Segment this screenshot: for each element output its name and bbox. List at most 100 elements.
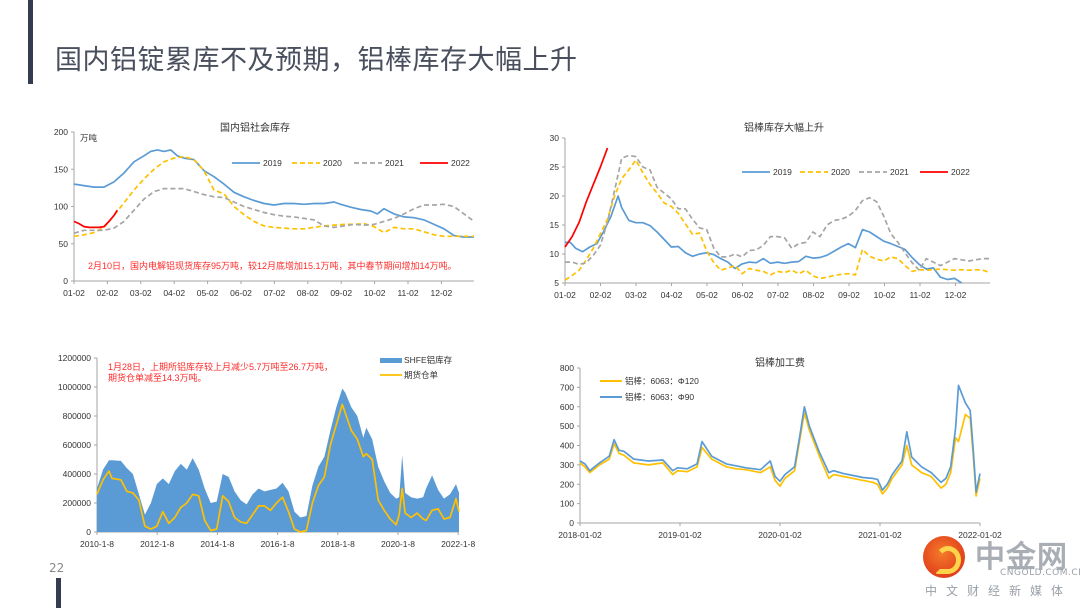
- series-line-0: [565, 195, 963, 284]
- x-tick-label: 2019-01-02: [658, 530, 702, 540]
- x-tick-label: 06-02: [732, 290, 754, 300]
- series-line-3: [73, 209, 119, 229]
- y-tick-label: 600: [560, 402, 574, 412]
- legend: 2019 2020 2021 2022: [742, 167, 970, 177]
- y-tick-label: 100: [560, 499, 574, 509]
- chart-annotation: 2月10日，国内电解铝现货库存95万吨，较12月底增加15.1万吨，其中春节期间…: [88, 260, 457, 271]
- y-tick-label: 150: [54, 164, 68, 174]
- page-number: 22: [49, 561, 65, 575]
- watermark-subtitle: 中文财经新媒体: [925, 584, 1073, 598]
- x-tick-label: 02-02: [590, 290, 612, 300]
- series-line-2: [73, 187, 475, 235]
- y-tick-label: 100: [54, 202, 68, 212]
- x-tick-label: 2018-1-8: [321, 539, 355, 549]
- legend-label: SHFE铝库存: [404, 355, 453, 365]
- y-tick-label: 25: [550, 162, 560, 172]
- x-tick-label: 2022-01-02: [958, 530, 1002, 540]
- legend: 2019 2020 2021 2022: [232, 158, 470, 168]
- x-tick-label: 07-02: [264, 288, 286, 298]
- x-tick-label: 2020-01-02: [758, 530, 802, 540]
- legend-label: 铝棒：6063：Φ90: [625, 392, 694, 402]
- y-tick-label: 200: [560, 479, 574, 489]
- watermark-url: CNGOLD.COM.CN: [1000, 568, 1080, 578]
- x-tick-label: 12-02: [431, 288, 453, 298]
- y-tick-label: 5: [554, 278, 559, 288]
- x-tick-label: 04-02: [163, 288, 185, 298]
- y-tick-label: 800: [560, 363, 574, 373]
- x-tick-label: 01-02: [554, 290, 576, 300]
- x-tick-label: 2018-01-02: [558, 530, 602, 540]
- series-line-2: [565, 154, 990, 272]
- y-tick-label: 50: [59, 239, 69, 249]
- y-tick-label: 700: [560, 382, 574, 392]
- x-tick-label: 10-02: [874, 290, 896, 300]
- y-tick-label: 0: [569, 518, 574, 528]
- y-tick-label: 20: [550, 191, 560, 201]
- x-tick-label: 2016-1-8: [261, 539, 295, 549]
- title-accent-bar: [28, 0, 33, 84]
- x-tick-label: 2022-1-8: [441, 539, 475, 549]
- x-tick-label: 08-02: [803, 290, 825, 300]
- cngold-logo-icon: [923, 536, 965, 578]
- y-tick-label: 0: [86, 527, 91, 537]
- x-tick-label: 04-02: [661, 290, 683, 300]
- series-area-0: [97, 388, 459, 532]
- y-tick-label: 15: [550, 220, 560, 230]
- y-tick-label: 0: [63, 276, 68, 286]
- y-tick-label: 400: [560, 441, 574, 451]
- series-line-0: [579, 411, 981, 497]
- y-tick-label: 400000: [63, 469, 92, 479]
- x-tick-label: 03-02: [625, 290, 647, 300]
- x-tick-label: 2012-1-8: [140, 539, 174, 549]
- legend-label: 期货仓单: [404, 370, 439, 380]
- chart-annotation: 1月28日，上期所铝库存较上月减少5.7万吨至26.7万吨，期货仓单减至14.3…: [108, 361, 333, 383]
- series-line-1: [73, 155, 474, 238]
- series-line-1: [579, 384, 981, 493]
- x-tick-label: 02-02: [97, 288, 119, 298]
- x-tick-label: 2021-01-02: [858, 530, 902, 540]
- y-tick-label: 200000: [63, 498, 92, 508]
- legend-label: 2022: [451, 158, 470, 168]
- y-axis-unit-label: 万吨: [80, 133, 98, 143]
- legend-label: 2020: [831, 167, 850, 177]
- x-tick-label: 11-02: [909, 290, 930, 300]
- x-tick-label: 01-02: [63, 288, 85, 298]
- y-tick-label: 1000000: [58, 382, 91, 392]
- x-tick-label: 2014-1-8: [200, 539, 234, 549]
- x-tick-label: 2010-1-8: [80, 539, 114, 549]
- y-tick-label: 300: [560, 460, 574, 470]
- slide-title: 国内铝锭累库不及预期，铝棒库存大幅上升: [55, 45, 578, 76]
- chart-title: 铝棒库存大幅上升: [744, 121, 824, 134]
- x-tick-label: 12-02: [945, 290, 967, 300]
- footer-accent-bar: [56, 578, 61, 608]
- legend-label: 2020: [323, 158, 342, 168]
- legend-label: 2022: [951, 167, 970, 177]
- y-tick-label: 800000: [63, 411, 92, 421]
- chart-title: 铝棒加工费: [755, 356, 805, 369]
- legend-label: 2021: [385, 158, 404, 168]
- legend-label: 2019: [773, 167, 792, 177]
- x-tick-label: 07-02: [767, 290, 789, 300]
- chart-aluminum-rod-inventory: 铝棒库存大幅上升 5 10 15 20 25 30 01-02 02-02 03-02 04-02 0…: [550, 121, 991, 300]
- x-tick-label: 05-02: [696, 290, 718, 300]
- y-tick-label: 30: [550, 133, 560, 143]
- series-line-3: [564, 147, 609, 248]
- watermark-logo: 中金网 CNGOLD.COM.CN 中文财经新媒体: [905, 530, 1080, 608]
- y-tick-label: 200: [54, 127, 68, 137]
- x-tick-label: 06-02: [230, 288, 252, 298]
- x-tick-label: 09-02: [838, 290, 860, 300]
- chart-shfe-aluminum-inventory: 0 200000 400000 600000 800000 1000000 1200000 2…: [58, 353, 476, 549]
- chart-aluminum-rod-processing-fee: 铝棒加工费 0 100 200 300 400 500 600 700 800 2018-01-02…: [558, 356, 1002, 540]
- x-tick-label: 05-02: [197, 288, 219, 298]
- y-tick-label: 500: [560, 421, 574, 431]
- chart-title: 国内铝社会库存: [220, 121, 290, 134]
- legend-label: 2019: [263, 158, 282, 168]
- x-tick-label: 11-02: [397, 288, 418, 298]
- legend-label: 2021: [890, 167, 909, 177]
- chart-domestic-aluminum-social-inventory: 国内铝社会库存 0 50 100 150 200 01-02 02-02 03-02 04-02 0…: [54, 121, 475, 298]
- x-tick-label: 08-02: [297, 288, 319, 298]
- x-tick-label: 03-02: [130, 288, 152, 298]
- legend: 铝棒：6063：Φ120 铝棒：6063：Φ90: [600, 376, 699, 402]
- x-tick-label: 10-02: [364, 288, 386, 298]
